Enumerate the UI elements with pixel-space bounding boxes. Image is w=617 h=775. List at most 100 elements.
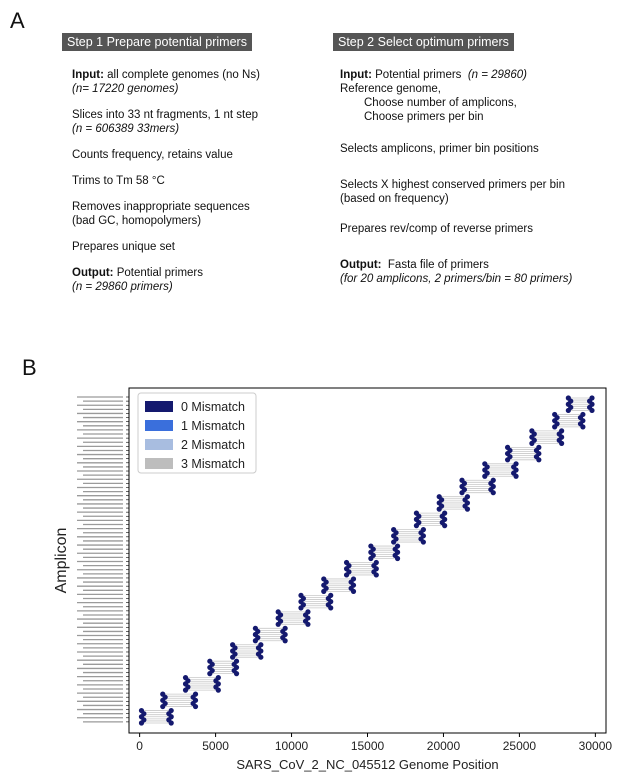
step1-trims: Trims to Tm 58 °C (72, 174, 322, 188)
amplicon-group (230, 642, 264, 660)
reverse-primer-point (464, 506, 471, 512)
forward-primer-point (368, 555, 374, 562)
legend-swatch (145, 420, 173, 431)
step1-slice-text: Slices into 33 nt fragments, 1 nt step (72, 109, 259, 121)
amplicon-group (321, 576, 357, 595)
step1-counts: Counts frequency, retains value (72, 148, 322, 162)
step1-removes: Removes inappropriate sequences (bad GC,… (72, 200, 322, 228)
step1-removes-line2: (bad GC, homopolymers) (72, 215, 202, 227)
amplicon-group (529, 428, 565, 446)
legend-label: 3 Mismatch (181, 457, 245, 471)
step1-output-note: (n = 29860 primers) (72, 281, 173, 293)
step1-input-note: (n= 17220 genomes) (72, 83, 179, 95)
amplicon-group (368, 543, 401, 562)
amplicon-group (298, 592, 334, 611)
x-tick-label: 0 (136, 739, 143, 753)
x-tick-label: 10000 (275, 739, 309, 753)
step2-input: Input: Potential primers (n = 29860) Ref… (340, 68, 612, 124)
panel-b-label: B (22, 355, 37, 380)
reverse-primer-point (305, 621, 311, 627)
plot-area (138, 395, 595, 726)
amplicon-group (436, 494, 471, 512)
step2-prepares-rev: Prepares rev/comp of reverse primers (340, 222, 612, 236)
amplicon-group (160, 691, 199, 710)
step2-output: Output: Fasta file of primers (for 20 am… (340, 258, 612, 286)
reverse-primer-point (580, 424, 586, 430)
step2-prepares-rev-text: Prepares rev/comp of reverse primers (340, 223, 534, 235)
legend-label: 1 Mismatch (181, 419, 245, 433)
step1-output-text: Potential primers (113, 267, 203, 279)
amplicon-group (207, 658, 240, 677)
reverse-primer-point (420, 539, 426, 545)
x-tick-label: 5000 (202, 739, 229, 753)
step1-header: Step 1 Prepare potential primers (62, 33, 252, 51)
amplicon-group (565, 395, 595, 414)
legend-label: 0 Mismatch (181, 400, 245, 414)
step1-input: Input: all complete genomes (no Ns) (n= … (72, 68, 322, 96)
forward-primer-point (413, 523, 420, 529)
forward-primer-point (391, 539, 397, 545)
forward-primer-point (321, 588, 327, 595)
forward-primer-point (529, 440, 535, 446)
reverse-primer-point (373, 572, 379, 578)
amplicon-group (552, 411, 586, 430)
step2-header: Step 2 Select optimum primers (333, 33, 514, 51)
amplicon-group (182, 675, 221, 693)
forward-primer-point (160, 703, 166, 710)
step2-selects-x: Selects X highest conserved primers per … (340, 178, 612, 206)
reverse-primer-point (442, 523, 448, 529)
step2-output-text: Fasta file of primers (381, 259, 489, 271)
step2-choose-amplicons: Choose number of amplicons, (364, 97, 517, 109)
forward-primer-point (436, 506, 442, 512)
amplicon-group (138, 707, 174, 726)
step2-output-label: Output: (340, 259, 382, 271)
step2-output-note: (for 20 amplicons, 2 primers/bin = 80 pr… (340, 273, 573, 285)
forward-primer-point (207, 671, 213, 677)
step2-input-label: Input: (340, 69, 372, 81)
amplicon-group (391, 527, 426, 545)
amplicon-group (252, 625, 288, 644)
y-axis-label: Amplicon (53, 528, 70, 594)
forward-primer-point (182, 687, 189, 693)
step1-removes-line1: Removes inappropriate sequences (72, 201, 250, 213)
step1-counts-text: Counts frequency, retains value (72, 149, 233, 161)
step1-output-label: Output: (72, 267, 114, 279)
amplicon-group (275, 609, 311, 627)
x-tick-label: 25000 (503, 739, 537, 753)
forward-primer-point (504, 457, 511, 463)
x-tick-label: 15000 (351, 739, 385, 753)
reverse-primer-point (233, 671, 240, 677)
step1-prepares-text: Prepares unique set (72, 241, 175, 253)
panel-a-label: A (10, 8, 25, 33)
step2-content: Input: Potential primers (n = 29860) Ref… (340, 68, 612, 298)
amplicon-group (504, 444, 542, 463)
forward-primer-point (298, 605, 304, 611)
reverse-primer-point (394, 555, 401, 562)
step2-input-note: (n = 29860) (467, 69, 527, 81)
step2-ref: Reference genome, (340, 83, 442, 95)
y-axis (77, 396, 129, 723)
step2-selects-x-line1: Selects X highest conserved primers per … (340, 179, 565, 191)
forward-primer-point (459, 490, 465, 496)
x-axis-label: SARS_CoV_2_NC_045512 Genome Position (236, 757, 498, 772)
reverse-primer-point (258, 654, 264, 660)
step2-selects-x-line2: (based on frequency) (340, 193, 449, 205)
step1-trims-text: Trims to Tm 58 °C (72, 175, 165, 187)
step1-prepares: Prepares unique set (72, 240, 322, 254)
legend-box (137, 392, 257, 474)
reverse-primer-point (215, 687, 221, 693)
amplicon-group (459, 477, 496, 496)
step1-input-text: all complete genomes (no Ns) (103, 69, 260, 81)
step1-slice: Slices into 33 nt fragments, 1 nt step (… (72, 108, 322, 136)
x-tick-label: 30000 (579, 739, 613, 753)
reverse-primer-point (589, 407, 595, 414)
step2-selects-amplicons-text: Selects amplicons, primer bin positions (340, 143, 539, 155)
reverse-primer-point (328, 605, 334, 611)
forward-primer-point (552, 424, 558, 430)
step1-output: Output: Potential primers (n = 29860 pri… (72, 266, 322, 294)
reverse-primer-point (513, 473, 519, 479)
step1-content: Input: all complete genomes (no Ns) (n= … (72, 68, 322, 306)
forward-primer-point (343, 572, 350, 578)
reverse-primer-point (282, 638, 288, 644)
legend-label: 2 Mismatch (181, 438, 245, 452)
